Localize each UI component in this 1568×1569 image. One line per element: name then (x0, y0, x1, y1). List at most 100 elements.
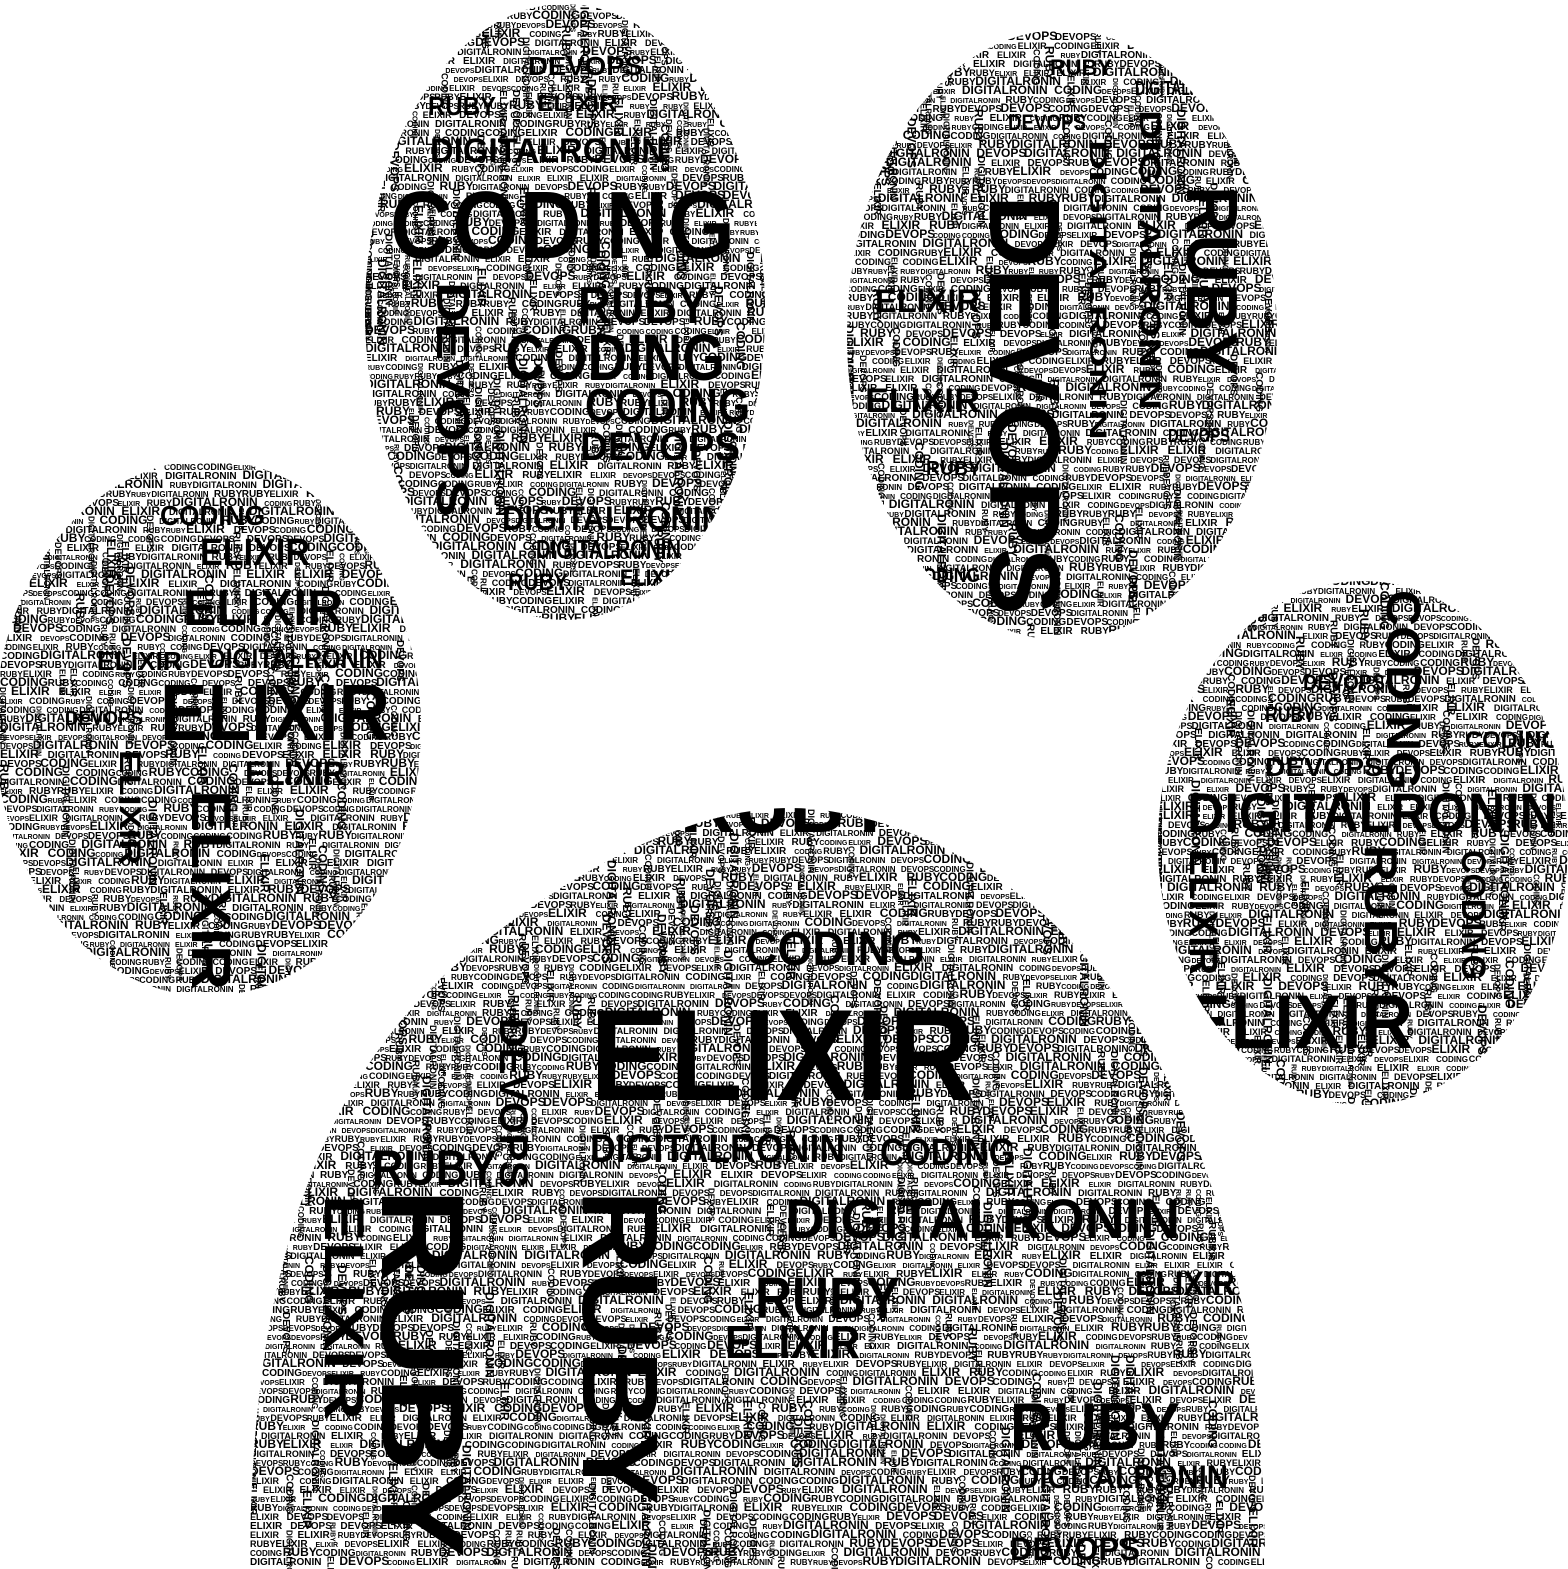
word-digitalronin-vertical: DIGITALRONIN (1133, 110, 1166, 410)
filler-word: DEVOPS (0, 549, 50, 563)
filler-word: RUBY (365, 239, 385, 246)
filler-word: ELIXIR (717, 302, 740, 309)
filler-word: DEVOPS (250, 996, 300, 1010)
filler-word: ELIXIR (385, 27, 396, 60)
filler-word: ELIXIR (1161, 262, 1175, 301)
filler-word: CODING (405, 825, 453, 839)
filler-word: ELIXIR (756, 1059, 795, 1073)
filler-word: DEVOPS (1235, 551, 1285, 565)
filler-word: DEVOPS (0, 660, 42, 671)
filler-word: ELIXIR (306, 838, 317, 871)
filler-word: DEVOPS (842, 604, 856, 654)
filler-word: RUBY (1316, 691, 1350, 705)
filler-word: DIGITALRONIN (937, 563, 1001, 573)
filler-word: CODING (636, 263, 676, 274)
filler-word: RUBY (1461, 686, 1484, 695)
filler-word: RUBY (918, 248, 944, 258)
filler-word: CODING (291, 976, 298, 1005)
filler-word: DEVOPS (584, 79, 598, 129)
filler-word: ELIXIR (845, 383, 878, 394)
filler-word: ELIXIR (1051, 500, 1081, 510)
filler-word: ELIXIR (935, 293, 965, 303)
filler-word: CODING (189, 678, 198, 710)
filler-word: DEVOPS (1149, 512, 1179, 519)
filler-word: RUBY (1248, 497, 1282, 511)
filler-word: DIGITALRONIN (845, 575, 895, 582)
filler-word: ELIXIR (1128, 548, 1151, 555)
filler-word: DIGITALRONIN (783, 1026, 847, 1036)
filler-word: CODING (1127, 1016, 1137, 1052)
filler-word: CODING (269, 775, 280, 815)
filler-word: DIGITALRONIN (411, 888, 461, 895)
filler-word: RUBY (1385, 695, 1408, 704)
filler-word: DEVOPS (378, 508, 412, 517)
filler-word: DIGITALRONIN (690, 984, 740, 991)
filler-word: DIGITALRONIN (1559, 692, 1568, 763)
filler-word: CODING (95, 589, 127, 598)
filler-word: ELIXIR (1533, 576, 1543, 606)
filler-word: DEVOPS (88, 831, 130, 842)
filler-word: DIGITALRONIN (1069, 311, 1140, 322)
filler-word: ELIXIR (258, 854, 272, 893)
filler-word: DEVOPS (0, 804, 38, 814)
filler-word: ELIXIR (961, 166, 971, 196)
filler-word: CODING (602, 440, 650, 454)
filler-word: DIGITALRONIN (1155, 874, 1226, 885)
filler-word: DEVOPS (1090, 320, 1099, 354)
filler-word: DIGITALRONIN (689, 435, 746, 444)
filler-word: RUBY (1020, 1162, 1043, 1171)
filler-word: CODING (1195, 973, 1231, 983)
filler-word: CODING (323, 805, 355, 814)
filler-word: CODING (1112, 1059, 1160, 1073)
filler-word: DEVOPS (1227, 354, 1238, 396)
filler-word: ELIXIR (455, 380, 464, 406)
filler-word: DEVOPS (853, 1023, 903, 1037)
filler-word: DEVOPS (481, 847, 515, 856)
filler-word: CODING (435, 417, 467, 426)
filler-word: DIGITALRONIN (1264, 819, 1274, 883)
filler-word: RUBY (1008, 269, 1028, 276)
filler-word: RUBY (1155, 1037, 1178, 1046)
filler-word: DIGITALRONIN (907, 320, 971, 330)
filler-word: RUBY (456, 299, 485, 310)
filler-word: CODING (573, 164, 609, 174)
filler-word: CODING (423, 219, 455, 228)
filler-word: DIGITALRONIN (1525, 862, 1568, 876)
filler-word: RUBY (341, 696, 367, 706)
filler-word: DIGITALRONIN (171, 543, 242, 554)
filler-word: RUBY (1184, 910, 1210, 920)
filler-word: DEVOPS (1228, 793, 1266, 803)
filler-word: CODING (1542, 793, 1568, 803)
word-ruby: RUBY (578, 277, 708, 335)
filler-word: ELIXIR (1232, 811, 1262, 821)
filler-word: ELIXIR (612, 856, 638, 865)
filler-word: CODING (378, 787, 410, 796)
filler-word: ELIXIR (620, 255, 627, 278)
filler-word: ELIXIR (1259, 1055, 1266, 1078)
filler-word: RUBY (716, 552, 723, 572)
filler-word: CODING (715, 371, 751, 381)
filler-word: DIGITALRONIN (1141, 254, 1227, 268)
filler-word: RUBY (1084, 972, 1110, 982)
filler-word: DEVOPS (235, 777, 273, 787)
filler-word: DIGITALRONIN (1298, 875, 1305, 925)
filler-word: DEVOPS (998, 609, 1032, 618)
filler-word: RUBY (1467, 839, 1490, 848)
filler-word: RUBY (1193, 212, 1219, 222)
filler-word: CODING (1263, 1306, 1270, 1335)
filler-word: CODING (1155, 928, 1191, 938)
filler-word: CODING (254, 516, 294, 527)
filler-word: CODING (332, 1063, 364, 1072)
filler-word: ELIXIR (865, 428, 898, 439)
filler-word: DIGITALRONIN (1013, 59, 1077, 69)
filler-word: DEVOPS (1069, 910, 1103, 919)
filler-word: ELIXIR (29, 876, 62, 887)
filler-word: DIGITALRONIN (398, 194, 448, 201)
filler-word: DIGITALRONIN (405, 356, 455, 363)
filler-word: DIGITALRONIN (1235, 590, 1299, 600)
filler-word: ELIXIR (1020, 979, 1031, 1012)
filler-word: DIGITALRONIN (826, 1011, 876, 1018)
filler-word: CODING (110, 966, 150, 977)
filler-word: DEVOPS (250, 1077, 300, 1091)
filler-word: ELIXIR (1042, 1011, 1065, 1018)
